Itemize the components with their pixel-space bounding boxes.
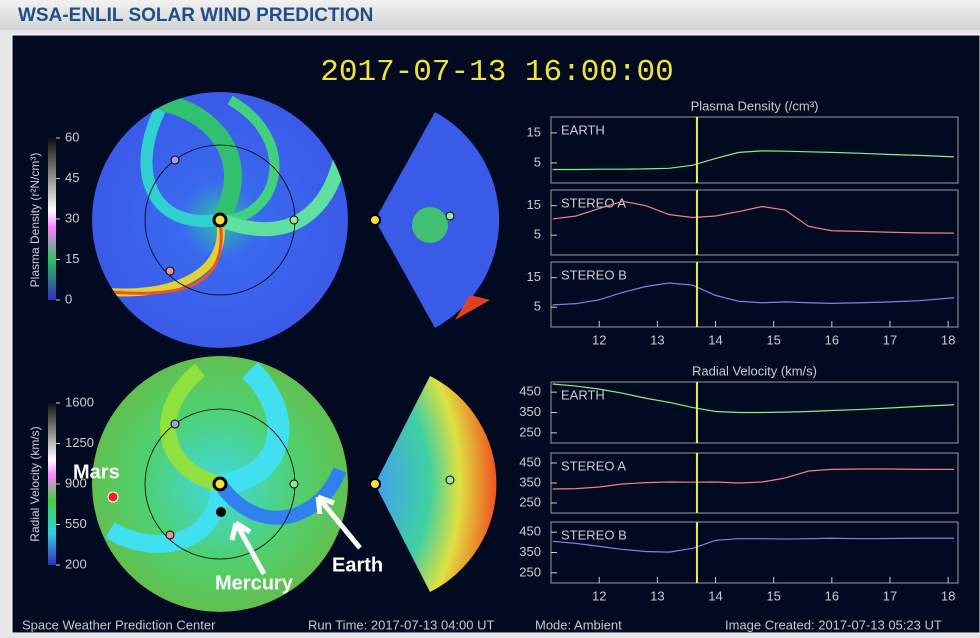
colorbar-tick-label: 900	[65, 475, 87, 490]
x-tick-label: 15	[766, 588, 780, 603]
y-tick-label: 350	[519, 404, 541, 419]
panel-label: EARTH	[561, 122, 605, 137]
sun	[369, 478, 381, 490]
x-tick-label: 18	[941, 588, 955, 603]
data-line	[552, 468, 954, 490]
sun	[369, 214, 381, 226]
y-tick-label: 350	[519, 474, 541, 489]
y-tick-label: 450	[519, 454, 541, 469]
mars-marker	[107, 491, 119, 503]
colorbar-tick-label: 1250	[65, 435, 94, 450]
x-tick-label: 16	[825, 588, 839, 603]
arrow	[229, 520, 267, 576]
panel-label: STEREO A	[561, 458, 626, 473]
y-tick-label: 5	[534, 227, 541, 242]
colorbar-tick-label: 45	[65, 170, 79, 185]
y-tick-label: 250	[519, 564, 541, 579]
y-tick-label: 5	[534, 299, 541, 314]
y-tick-label: 450	[519, 524, 541, 539]
earth-marker	[289, 479, 299, 489]
x-tick-label: 15	[766, 332, 780, 347]
swirl	[92, 219, 223, 295]
swirl	[217, 158, 347, 237]
colorbar-tick-label: 60	[65, 129, 79, 144]
stereo-a-marker	[165, 266, 175, 276]
colorbar-tick-label: 30	[65, 210, 79, 225]
data-line	[552, 150, 954, 171]
earth-marker	[445, 211, 455, 221]
colorbar-label: Radial Velocity (km/s)	[28, 426, 42, 541]
colorbar-tick-label: 1600	[65, 394, 94, 409]
colorbar-tick-label: 15	[65, 251, 79, 266]
footer-text: Image Created: 2017-07-13 05:23 UT	[725, 617, 942, 632]
y-tick-label: 15	[527, 124, 541, 139]
stereo-b-marker	[170, 155, 180, 165]
x-tick-label: 17	[883, 588, 897, 603]
swirl	[160, 363, 223, 492]
x-tick-label: 13	[650, 588, 664, 603]
timestamp: 2017-07-13 16:00:00	[320, 55, 673, 90]
data-line	[552, 200, 954, 234]
header-bar	[0, 0, 980, 30]
colorbar-tick-label: 200	[65, 556, 87, 571]
x-tick-label: 14	[708, 588, 722, 603]
panel-frame	[550, 116, 959, 184]
colorbar-tick-label: 550	[65, 516, 87, 531]
panel-frame	[550, 189, 959, 256]
stereo-a-marker	[165, 530, 175, 540]
colorbar	[48, 138, 56, 300]
wedge-feature	[455, 295, 490, 320]
colorbar-tick-label: 0	[65, 291, 72, 306]
x-tick-label: 12	[592, 588, 606, 603]
panel-group-title: Plasma Density (/cm³)	[691, 98, 819, 113]
panel-label: EARTH	[561, 387, 605, 402]
y-tick-label: 250	[519, 494, 541, 509]
panel-frame	[550, 261, 959, 328]
density-map	[92, 92, 348, 348]
panel-label: STEREO A	[561, 195, 626, 210]
swirl	[140, 107, 221, 228]
x-tick-label: 17	[883, 332, 897, 347]
data-line	[552, 537, 954, 553]
annotation: Earth	[332, 554, 383, 576]
x-tick-label: 14	[708, 332, 722, 347]
panel-group-title: Radial Velocity (km/s)	[692, 363, 817, 378]
velocity-wedge	[375, 376, 497, 592]
mercury-marker	[216, 507, 226, 517]
header-title: WSA-ENLIL SOLAR WIND PREDICTION	[18, 5, 373, 26]
data-line	[552, 383, 954, 414]
swirl	[219, 95, 280, 225]
y-tick-label: 450	[519, 384, 541, 399]
y-tick-label: 15	[527, 197, 541, 212]
data-line	[552, 282, 954, 306]
footer-text: Run Time: 2017-07-13 04:00 UT	[308, 617, 494, 632]
panel-label: STEREO B	[561, 527, 627, 542]
annotation: Mercury	[215, 572, 294, 594]
y-tick-label: 5	[534, 154, 541, 169]
arrow	[315, 494, 362, 550]
annotation: Mars	[73, 461, 120, 483]
sun	[212, 212, 228, 228]
footer-text: Space Weather Prediction Center	[22, 617, 216, 632]
x-tick-label: 16	[825, 332, 839, 347]
footer-text: Mode: Ambient	[535, 617, 622, 632]
stereo-b-marker	[170, 419, 180, 429]
panel-label: STEREO B	[561, 267, 627, 282]
colorbar	[48, 403, 56, 565]
x-tick-label: 18	[941, 332, 955, 347]
earth-marker	[289, 215, 299, 225]
colorbar-label: Plasma Density (r²N/cm³)	[28, 153, 42, 288]
x-tick-label: 13	[650, 332, 664, 347]
y-tick-label: 250	[519, 424, 541, 439]
y-tick-label: 15	[527, 269, 541, 284]
swirl	[105, 483, 229, 553]
y-tick-label: 350	[519, 544, 541, 559]
earth-marker	[445, 475, 455, 485]
swirl	[218, 362, 290, 495]
wedge-feature	[412, 207, 448, 243]
x-tick-label: 12	[592, 332, 606, 347]
sun	[212, 476, 228, 492]
